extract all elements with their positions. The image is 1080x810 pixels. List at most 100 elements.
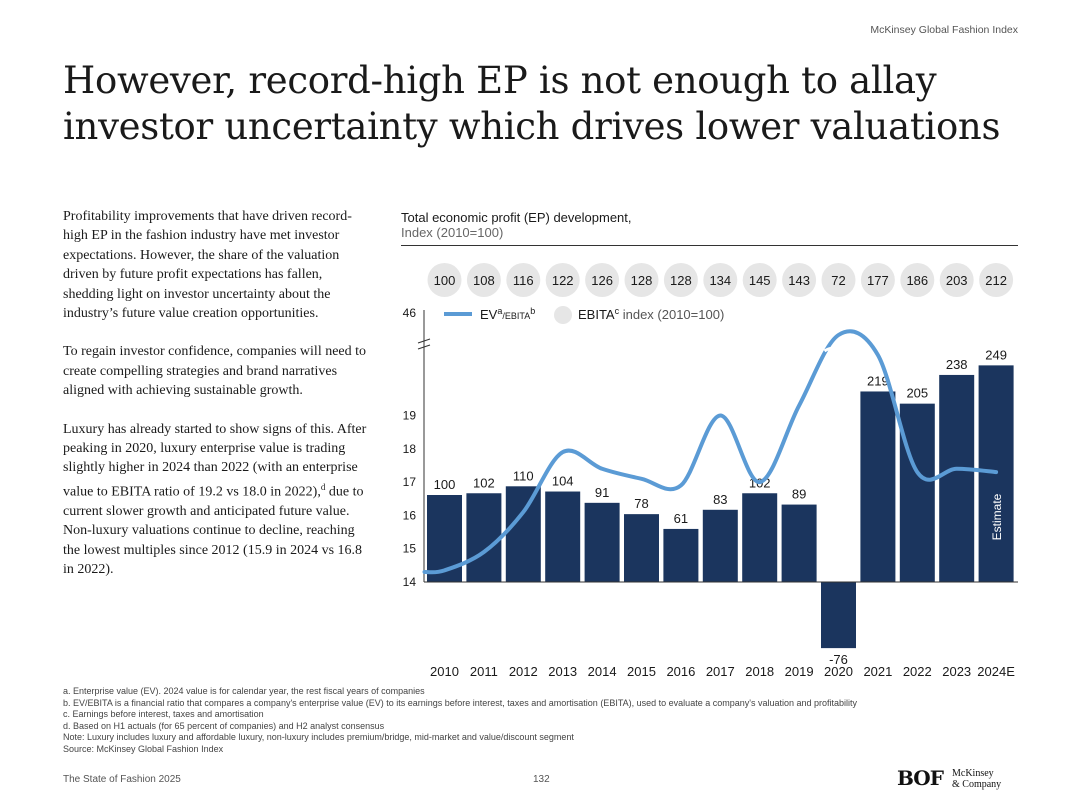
footer-report-title: The State of Fashion 2025 <box>63 774 181 785</box>
ep-bar-2013 <box>545 491 581 582</box>
x-tick-2016: 2016 <box>666 664 695 679</box>
ep-bar-2011 <box>466 493 502 582</box>
x-tick-2014: 2014 <box>588 664 617 679</box>
ep-bar-2017 <box>702 509 738 582</box>
legend-sup-b: b <box>530 306 535 316</box>
body-text: Profitability improvements that have dri… <box>63 207 375 599</box>
footnote-d: d. Based on H1 actuals (for 65 percent o… <box>63 720 385 731</box>
x-tick-2019: 2019 <box>785 664 814 679</box>
footnote-a: a. Enterprise value (EV). 2024 value is … <box>63 686 425 696</box>
y-tick-16: 16 <box>403 508 417 522</box>
mckinsey-logo: McKinsey & Company <box>952 768 1022 790</box>
legend-ebita-text: /EBITA <box>502 311 530 321</box>
ebita-index-label-2017: 134 <box>709 273 731 288</box>
ebita-index-label-2015: 128 <box>631 273 653 288</box>
legend-sup-c: c <box>615 306 620 316</box>
legend-sup-a: a <box>497 306 502 316</box>
axis-break-mark-upper <box>417 338 431 344</box>
ebita-index-circle-2017 <box>703 263 738 297</box>
ebita-index-circle-2019 <box>782 263 817 297</box>
x-tick-2021: 2021 <box>863 664 892 679</box>
ebita-index-label-2021: 177 <box>867 273 889 288</box>
ep-bar-label-2019: 89 <box>792 487 806 502</box>
ep-bar-label-2017: 83 <box>713 492 727 507</box>
ep-bar-2019 <box>781 504 817 582</box>
ebita-index-label-2013: 122 <box>552 273 574 288</box>
ebita-index-circle-2011 <box>466 263 501 297</box>
header-source-label: McKinsey Global Fashion Index <box>870 24 1018 36</box>
x-tick-2022: 2022 <box>903 664 932 679</box>
axis-break-mark-lower <box>417 344 431 350</box>
legend-ebita-index-text: EBITA <box>578 307 615 322</box>
ep-bar-2014 <box>584 502 620 582</box>
legend-ebita-index-rest: index (2010=100) <box>619 307 724 322</box>
ep-bar-label-2016: 61 <box>674 511 688 526</box>
chart-divider <box>401 245 1018 246</box>
bof-logo: BOF <box>897 766 944 790</box>
ebita-index-circle-2021 <box>860 263 895 297</box>
ep-bar-2012 <box>505 486 541 582</box>
ep-bar-2020 <box>821 582 856 649</box>
page-number: 132 <box>533 774 550 785</box>
ebita-index-label-2023: 203 <box>946 273 968 288</box>
ebita-index-label-2012: 116 <box>513 273 534 288</box>
ep-bar-label-2023: 238 <box>946 357 968 372</box>
ev-ebita-line <box>422 329 999 575</box>
ebita-index-label-2018: 145 <box>749 273 771 288</box>
ep-bar-label-2012: 110 <box>513 468 534 483</box>
y-tick-46: 46 <box>403 306 417 320</box>
y-tick-15: 15 <box>403 542 417 556</box>
ebita-index-circle-2018 <box>742 263 777 297</box>
line-break-mark <box>823 347 854 355</box>
footnote-note: Note: Luxury includes luxury and afforda… <box>63 732 574 743</box>
footnote-ref-d: d <box>320 481 326 492</box>
body-paragraph-2: To regain investor confidence, companies… <box>63 344 367 399</box>
x-tick-2012: 2012 <box>509 664 538 679</box>
ebita-index-label-2022: 186 <box>906 273 928 288</box>
ebita-index-circle-2013 <box>545 263 580 297</box>
ebita-index-circle-2010 <box>427 263 462 297</box>
ebita-index-label-2024E: 212 <box>985 273 1007 288</box>
body-paragraph-1: Profitability improvements that have dri… <box>63 209 352 322</box>
ebita-index-circle-2015 <box>624 263 659 297</box>
ep-bar-2021 <box>860 391 896 582</box>
y-tick-18: 18 <box>403 442 417 456</box>
ebita-index-label-2010: 100 <box>434 273 456 288</box>
x-tick-2011: 2011 <box>470 664 498 679</box>
estimate-label: Estimate <box>990 493 1004 540</box>
body-paragraph-3-text: Luxury has already started to show signs… <box>63 421 367 500</box>
body-paragraph-3: Luxury has already started to show signs… <box>63 420 375 580</box>
x-tick-2018: 2018 <box>745 664 774 679</box>
x-tick-2024E: 2024E <box>977 664 1015 679</box>
ep-bar-label-2020: -76 <box>829 652 848 667</box>
legend-ebita-index-label: EBITAc index (2010=100) <box>578 306 724 322</box>
ep-bar-2015 <box>624 514 659 582</box>
mckinsey-logo-line-2: & Company <box>952 779 1002 790</box>
ep-bar-label-2022: 205 <box>906 386 928 401</box>
ep-bar-2023 <box>939 374 975 582</box>
footnote-source: Source: McKinsey Global Fashion Index <box>63 743 224 754</box>
ep-bar-label-2024E: 249 <box>985 347 1007 362</box>
footnote-b: b. EV/EBITA is a financial ratio that co… <box>63 697 858 708</box>
ep-development-chart: 100 108 116 122 126 128 128 134 145 143 72 177 186 20… <box>403 263 1018 679</box>
footnotes: a. Enterprise value (EV). 2024 value is … <box>63 686 1023 756</box>
ebita-index-label-2016: 128 <box>670 273 692 288</box>
ebita-index-circle-2023 <box>939 263 974 297</box>
footnote-c: c. Earnings before interest, taxes and a… <box>63 709 264 720</box>
ep-bar-2022 <box>899 403 935 582</box>
mckinsey-logo-line-1: McKinsey <box>952 768 994 779</box>
ebita-index-label-2019: 143 <box>788 273 810 288</box>
legend-ev-text: EV <box>480 307 498 322</box>
page-title: However, record-high EP is not enough to… <box>63 59 1001 148</box>
ebita-index-circle-2012 <box>506 263 541 297</box>
legend-circle-swatch <box>554 306 572 324</box>
legend-ev-ebita-label: EVa/EBITAb <box>480 306 535 322</box>
ep-bar-label-2010: 100 <box>434 477 456 492</box>
ep-bar-label-2011: 102 <box>473 475 495 490</box>
ep-bar-2018 <box>742 493 778 582</box>
ebita-index-circle-2014 <box>585 263 620 297</box>
ep-bar-label-2015: 78 <box>634 496 648 511</box>
x-tick-2010: 2010 <box>430 664 459 679</box>
ebita-index-label-2011: 108 <box>473 273 495 288</box>
ebita-index-label-2014: 126 <box>591 273 613 288</box>
